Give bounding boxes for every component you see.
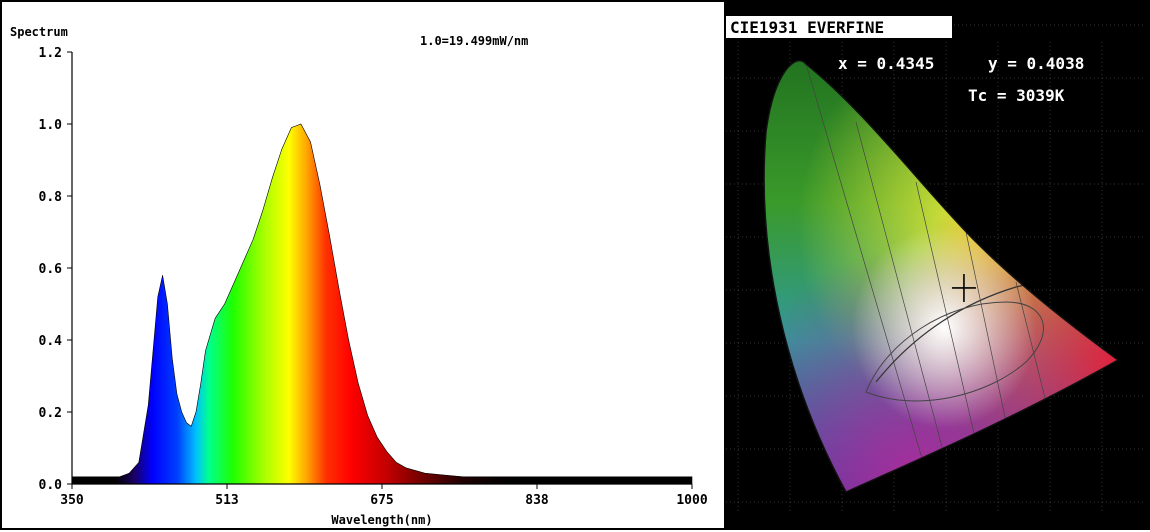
x-tick-label: 838 [525, 493, 549, 508]
x-tick-label: 675 [370, 493, 393, 508]
x-axis-label: Wavelength(nm) [331, 513, 432, 527]
spectral-locus [763, 59, 1120, 493]
y-tick-label: 0.0 [39, 478, 63, 493]
y-tick-label: 1.0 [39, 118, 63, 133]
cie-x-readout: x = 0.4345 [838, 54, 934, 73]
x-tick-label: 1000 [676, 493, 707, 508]
y-tick-label: 1.2 [39, 46, 62, 61]
cie-tc-readout: Tc = 3039K [968, 86, 1065, 105]
ellipse-region [865, 301, 1044, 402]
cie-diagram: CIE1931 EVERFINE x = 0.4345 y = 0.4038 T… [726, 16, 1146, 512]
spectrum-scale-annotation: 1.0=19.499mW/nm [420, 34, 528, 48]
x-tick-label: 513 [215, 493, 238, 508]
y-tick-label: 0.4 [39, 334, 63, 349]
y-tick-label: 0.8 [39, 190, 63, 205]
chromaticity-gamut [764, 60, 1119, 492]
spectrum-panel: 350 513 675 838 1000 0.0 0.2 0.4 0.6 0.8 1.0 1.2 S… [0, 0, 726, 530]
y-tick-label: 0.6 [39, 262, 63, 277]
cie-title: CIE1931 EVERFINE [730, 18, 884, 37]
spectrum-chart: 350 513 675 838 1000 0.0 0.2 0.4 0.6 0.8 1.0 1.2 S… [10, 25, 708, 527]
chromaticity-point-marker [951, 273, 976, 302]
cie-panel: CIE1931 EVERFINE x = 0.4345 y = 0.4038 T… [726, 0, 1150, 530]
x-tick-label: 350 [60, 493, 84, 508]
cie-y-readout: y = 0.4038 [988, 54, 1084, 73]
cie-title-box [726, 16, 952, 38]
y-tick-label: 0.2 [39, 406, 62, 421]
spectrum-area [71, 123, 693, 485]
spectrum-title: Spectrum [10, 25, 68, 39]
